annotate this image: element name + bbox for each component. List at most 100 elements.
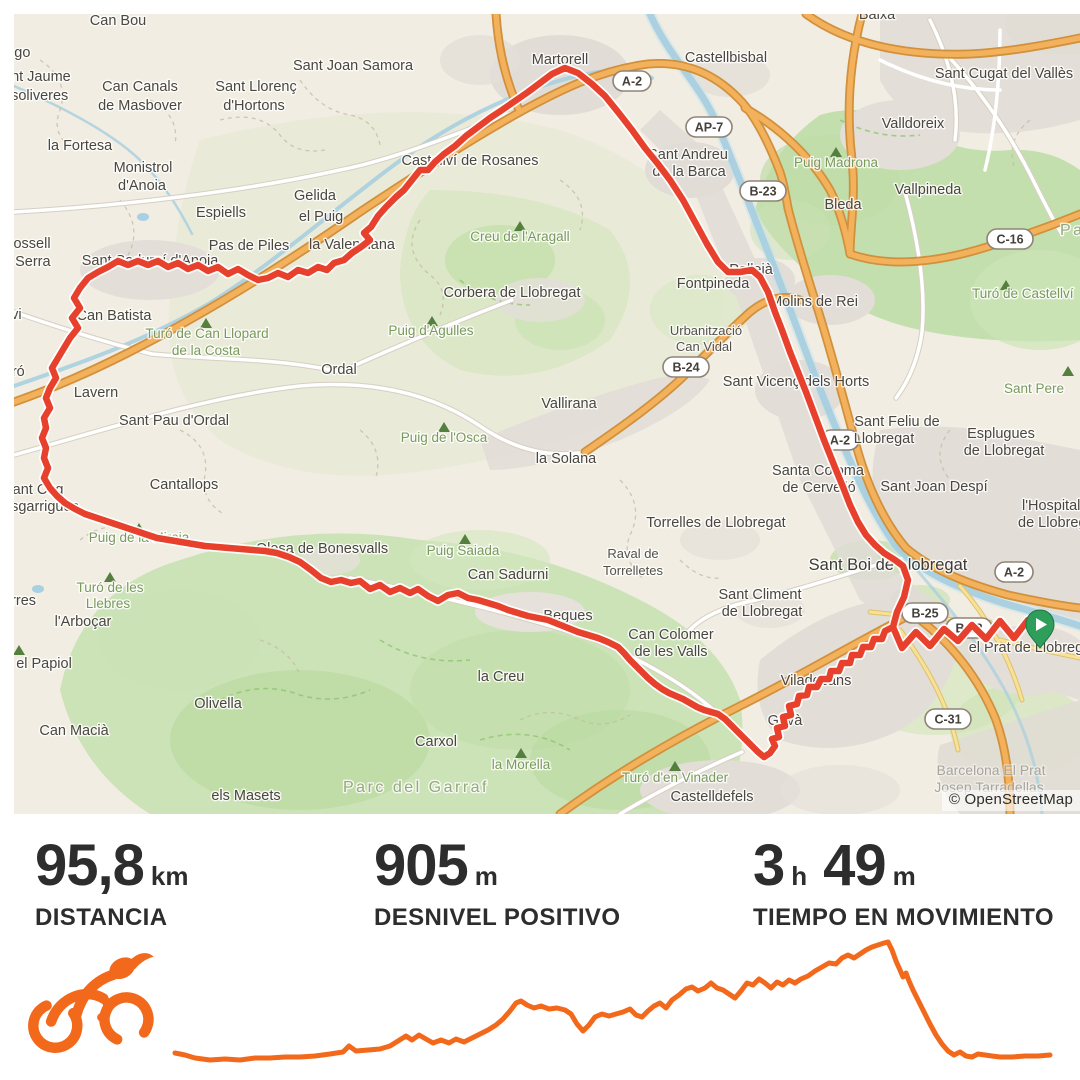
map-label: Santa Coloma [772, 463, 865, 479]
map-label: Fontpineda [677, 276, 750, 292]
minor-roads [14, 17, 1065, 814]
map-label: el Puig [299, 209, 343, 225]
distance-value: 95,8 km [35, 833, 189, 898]
map-label: Can Bou [90, 14, 146, 29]
map-label: Sant Climent [718, 587, 801, 603]
map-label: ant Jaume [14, 69, 71, 85]
map-label: Sant Joan Samora [293, 58, 414, 74]
svg-text:C-16: C-16 [996, 233, 1023, 247]
minutes-unit: m [892, 861, 916, 891]
elevation-profile-line [172, 939, 1053, 1063]
map-label: Ordal [321, 362, 356, 378]
map-label: Cantallops [150, 477, 219, 493]
map-label: Bleda [824, 197, 862, 213]
time-value: 3 h 49 m [753, 833, 916, 898]
map-label: Torrelles de Llobregat [646, 515, 785, 531]
map-label: Sant Vicenç dels Horts [723, 374, 869, 390]
map-label: Vallirana [541, 396, 597, 412]
route-polyline [37, 63, 1045, 762]
map-label: el Prat de Llobregat [969, 640, 1080, 656]
route-start-pin[interactable] [1025, 609, 1055, 649]
map-label: de Masbover [98, 98, 182, 114]
map-label: lego [14, 45, 30, 61]
map-label: Puig Madrona [794, 155, 879, 170]
peak-triangle-icon [1000, 280, 1012, 290]
map-label: Puig de l'Osca [401, 430, 488, 445]
map-label: de Llobregat [964, 443, 1045, 459]
stat-moving-time: 3 h 49 m TIEMPO EN MOVIMIENTO [753, 836, 1054, 932]
map-label: Sant Boi de Llobregat [809, 556, 968, 574]
map-label: Can Canals [102, 79, 178, 95]
map-label: Sant Llorenç [215, 79, 296, 95]
map-attribution[interactable]: © OpenStreetMap [941, 790, 1080, 811]
road-badge: C-31 [924, 708, 972, 730]
map-label: Turó d'en Vinader [622, 770, 729, 785]
map-label: el Papiol [16, 656, 72, 672]
trail-paths [39, 59, 1031, 725]
svg-text:A-2: A-2 [622, 75, 642, 89]
road-ref-badges: A-2AP-7B-23C-16B-24A-2A-2B-25B-22C-31 [612, 70, 1034, 730]
peak-triangle-icon [515, 748, 527, 758]
map-label: d'Anoia [118, 178, 167, 194]
map-label: Urbanització [670, 323, 742, 338]
svg-text:C-31: C-31 [934, 713, 961, 727]
map-label: els Masets [211, 788, 280, 804]
road-badge: A-2 [612, 70, 652, 92]
map-label: Castelldefels [670, 789, 753, 805]
road-badge: C-16 [986, 228, 1034, 250]
map-label: Valldoreix [882, 116, 945, 132]
stat-distance: 95,8 km DISTANCIA [35, 836, 188, 932]
osm-attribution-text[interactable]: © OpenStreetMap [948, 791, 1073, 808]
map-label: de les Valls [634, 644, 707, 660]
map-label: Llobregat [854, 431, 914, 447]
map-label: l'Arboçar [55, 614, 112, 630]
map-label: de la Costa [172, 343, 241, 358]
road-badge: A-2 [994, 561, 1034, 583]
map-label: Raval de [607, 546, 658, 561]
map-label: Molins de Rei [770, 294, 858, 310]
road-badge: B-25 [901, 602, 949, 624]
map-label: la Fortesa [48, 138, 113, 154]
map-label: Sant Feliu de [854, 414, 939, 430]
route-map[interactable]: A-2 AP-7 B-23 C-16 B-24 A-2 A-2 B-25 B-22 C-31 Ca… [14, 14, 1080, 814]
map-label: Parc del Garraf [343, 779, 489, 796]
svg-text:AP-7: AP-7 [695, 121, 724, 135]
map-label: Turó de Can Llopard [145, 326, 268, 341]
map-label: Sant Pere [1004, 381, 1064, 396]
cyclist-icon [26, 946, 162, 1072]
map-label: Puig Saiada [427, 543, 500, 558]
map-label: Puig d'Agulles [388, 323, 473, 338]
peak-triangle-icon [104, 572, 116, 582]
map-label: Parc [1060, 222, 1080, 239]
map-label: Torrelletes [603, 563, 663, 578]
map-label: Can Batista [77, 308, 153, 324]
hours-unit: h [791, 861, 808, 891]
map-label: d'Hortons [223, 98, 285, 114]
map-label: Creu de l'Aragall [470, 229, 569, 244]
map-label: Lavern [74, 385, 118, 401]
map-label: Martorell [532, 52, 588, 68]
map-label: a Serra [14, 254, 51, 270]
start-pin-body [1025, 609, 1055, 649]
map-label: Vallpineda [895, 182, 963, 198]
map-label: Espiells [196, 205, 246, 221]
map-label: la Morella [492, 757, 551, 772]
peak-triangle-icon [1062, 366, 1074, 376]
svg-text:A-2: A-2 [1004, 566, 1024, 580]
peak-triangle-icon [830, 147, 842, 157]
peak-icons [14, 147, 1074, 771]
map-label: Pas de Piles [209, 238, 290, 254]
elevation-unit: m [474, 861, 498, 891]
peak-triangle-icon [14, 645, 25, 655]
road-badge: AP-7 [685, 116, 733, 138]
map-label: Corbera de Llobregat [443, 285, 580, 301]
hiking-trails [219, 119, 921, 751]
map-label: Sant Andreu [648, 147, 728, 163]
svg-text:A-2: A-2 [830, 434, 850, 448]
peak-triangle-icon [514, 221, 526, 231]
map-label: Sant Cugat del Vallès [935, 66, 1073, 82]
map-label: Can Vidal [676, 339, 732, 354]
svg-text:B-25: B-25 [911, 607, 938, 621]
map-label: Barcelona El Prat [937, 762, 1046, 778]
